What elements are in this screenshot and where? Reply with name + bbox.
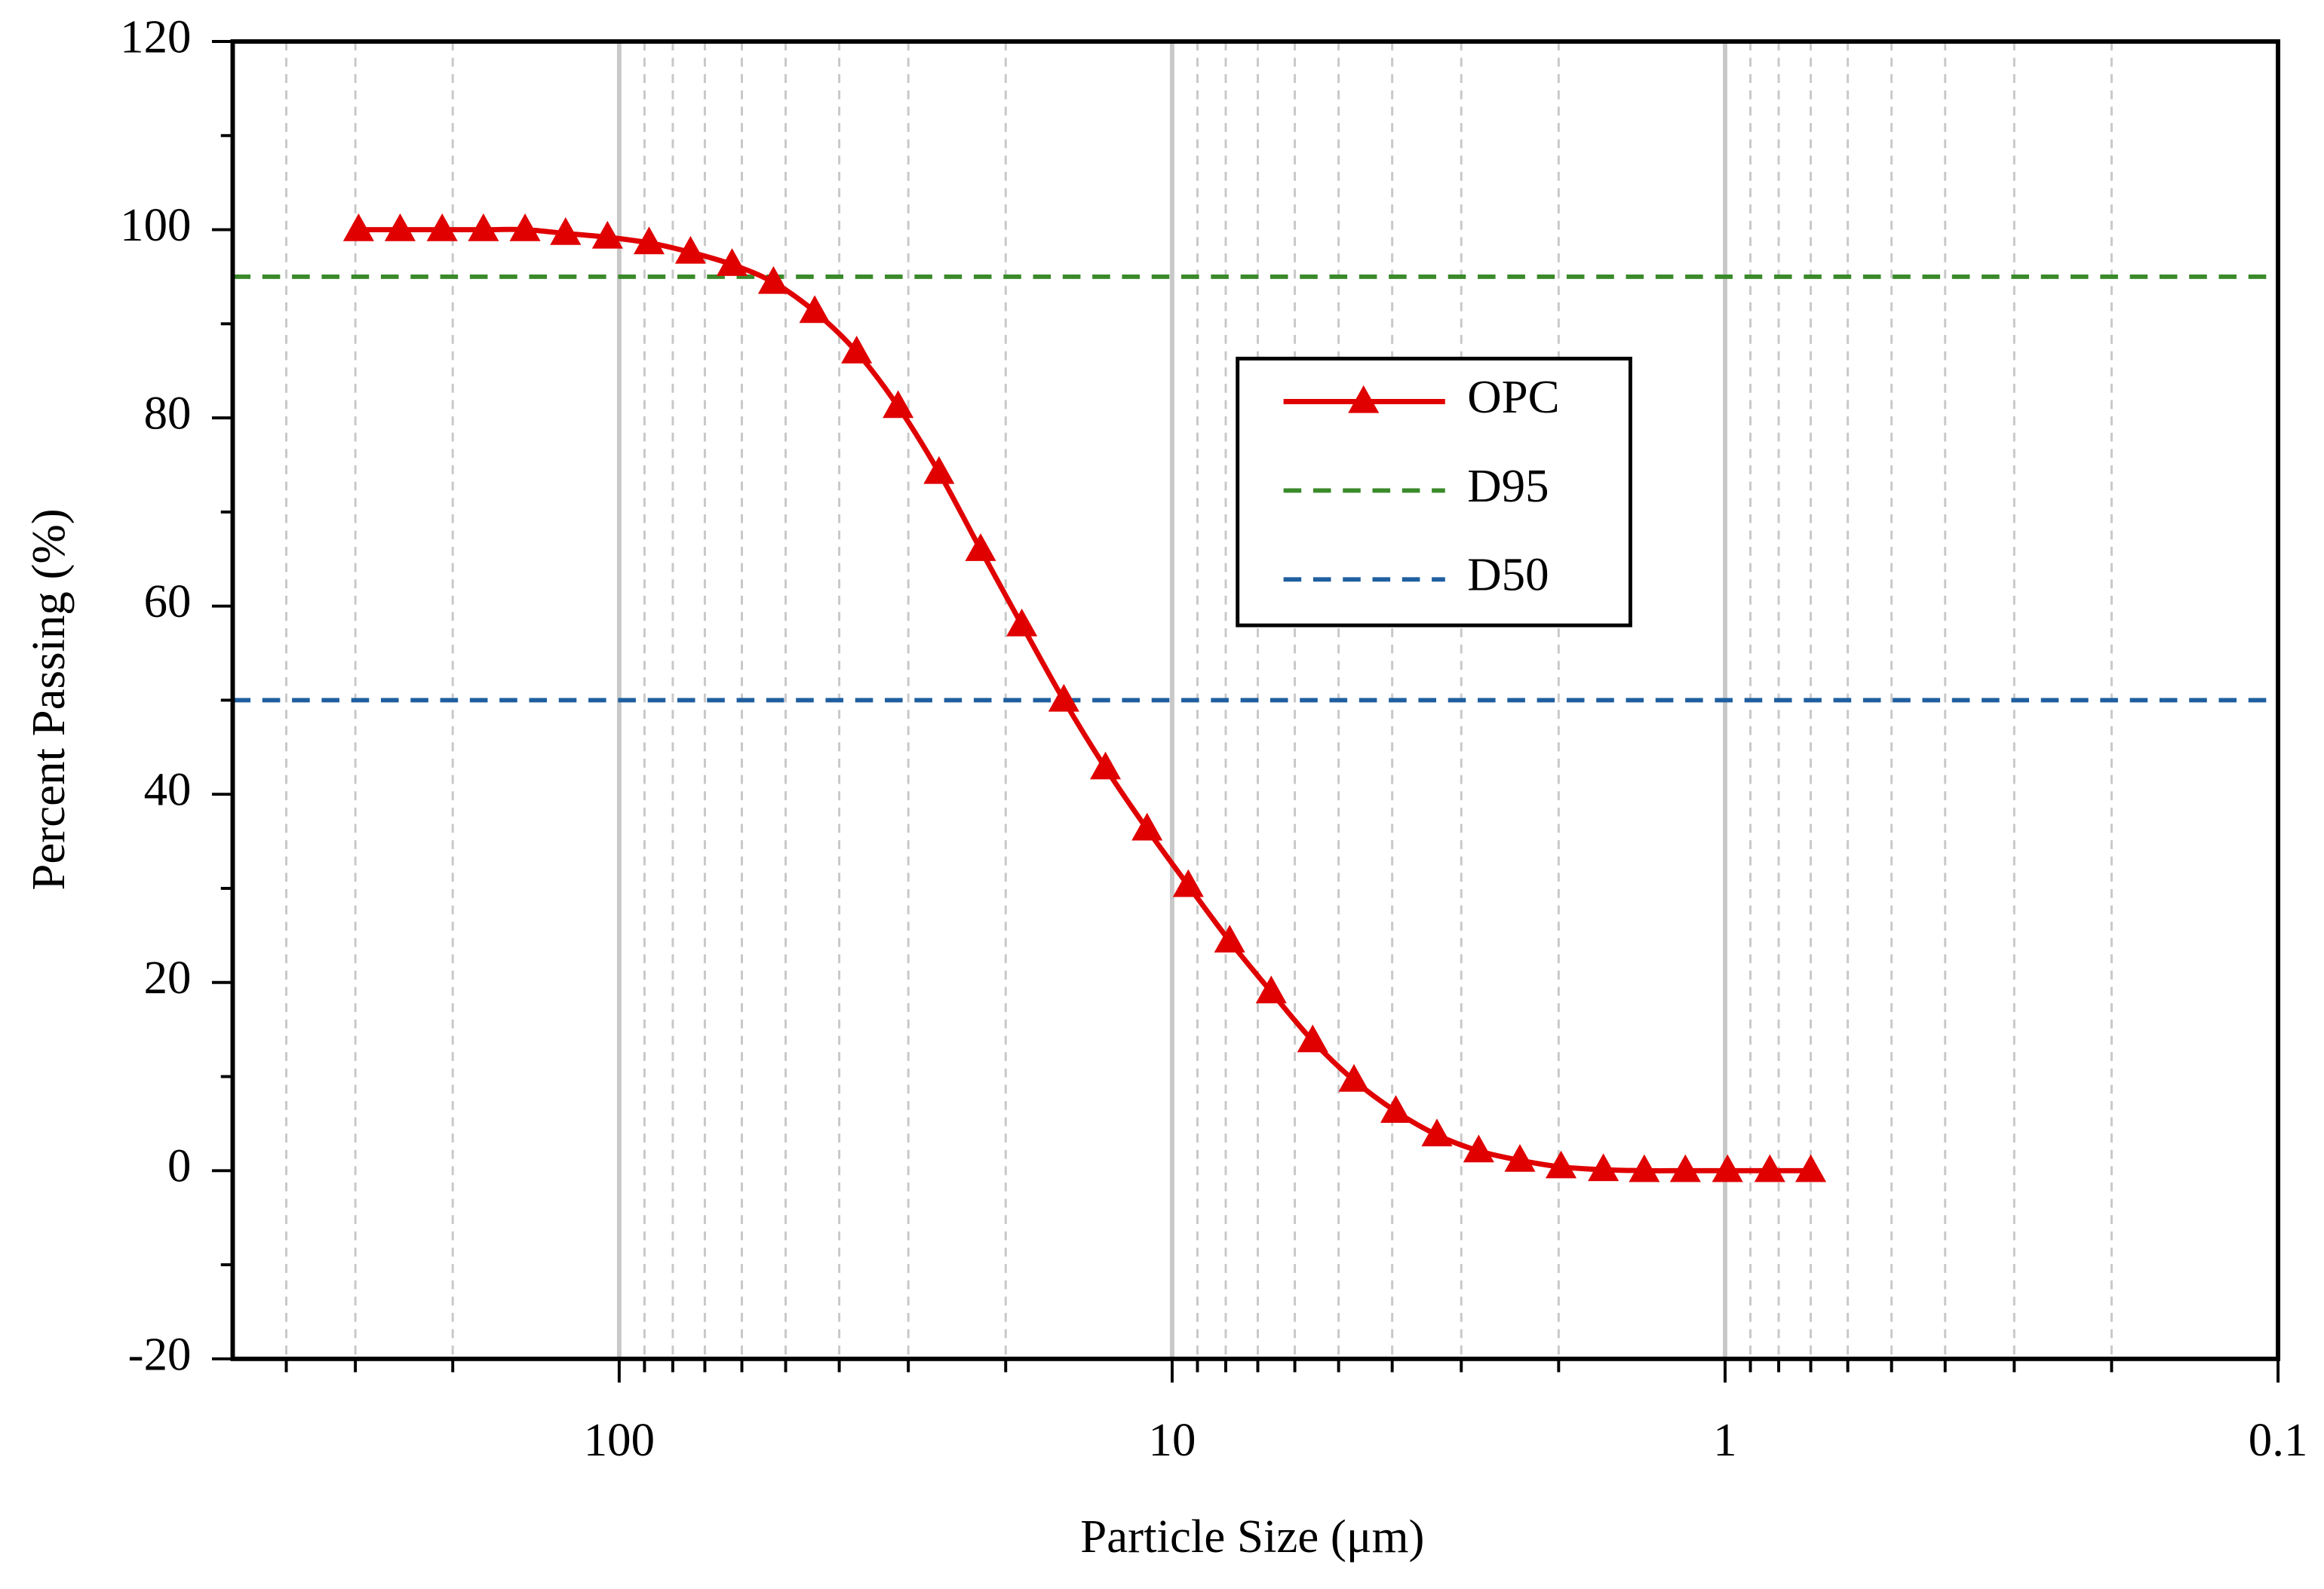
- data-point: [468, 213, 499, 241]
- y-tick-label: 100: [120, 198, 191, 251]
- data-point: [1297, 1024, 1328, 1053]
- data-line: [358, 226, 1811, 1173]
- data-point: [1588, 1153, 1619, 1182]
- legend-label: D50: [1467, 548, 1549, 601]
- data-point: [674, 235, 706, 264]
- data-point: [1214, 925, 1245, 952]
- data-point: [384, 213, 416, 241]
- data-point: [1380, 1095, 1412, 1123]
- data-point: [841, 336, 873, 364]
- data-point: [1172, 869, 1204, 897]
- data-point: [509, 213, 541, 241]
- data-point: [1338, 1063, 1370, 1092]
- data-point: [1795, 1154, 1827, 1183]
- x-tick-label: 100: [584, 1413, 655, 1466]
- data-point: [716, 248, 748, 276]
- data-point: [1090, 751, 1122, 780]
- data-point: [1048, 683, 1079, 712]
- data-point: [342, 213, 374, 241]
- data-point: [1255, 975, 1287, 1004]
- y-axis-label: Percent Passing (%): [22, 508, 75, 890]
- y-tick-label: 60: [144, 575, 192, 627]
- data-point: [426, 213, 458, 241]
- data-point: [1006, 609, 1038, 637]
- data-point: [923, 456, 955, 484]
- data-point: [1131, 812, 1163, 841]
- x-tick-label: 10: [1149, 1413, 1196, 1466]
- data-point: [1504, 1143, 1536, 1172]
- data-point: [591, 220, 623, 249]
- plot-frame: [230, 39, 2281, 1361]
- y-tick-label: 120: [120, 10, 191, 63]
- y-tick-label: 40: [144, 763, 192, 816]
- data-point: [799, 295, 830, 324]
- data-point: [1421, 1118, 1453, 1147]
- data-point: [1754, 1154, 1785, 1183]
- x-tick-label: 0.1: [2249, 1413, 2308, 1466]
- y-tick-label: 20: [144, 951, 192, 1004]
- data-point: [965, 533, 996, 561]
- data-point: [633, 226, 665, 255]
- y-tick-label: -20: [128, 1327, 192, 1380]
- data-point: [1669, 1154, 1701, 1183]
- legend-label: D95: [1467, 459, 1549, 512]
- y-tick-label: 0: [167, 1140, 191, 1192]
- data-point: [883, 390, 914, 419]
- x-axis-label: Particle Size (μm): [1080, 1510, 1424, 1563]
- data-point: [1463, 1134, 1494, 1163]
- x-tick-label: 1: [1713, 1413, 1736, 1466]
- data-point: [1546, 1150, 1577, 1179]
- data-point: [1712, 1154, 1743, 1183]
- y-tick-label: 80: [144, 387, 192, 440]
- data-point: [757, 265, 789, 294]
- data-point: [1629, 1154, 1660, 1183]
- legend-label: OPC: [1467, 370, 1559, 423]
- legend-marker: [1348, 385, 1380, 413]
- data-point: [550, 216, 582, 245]
